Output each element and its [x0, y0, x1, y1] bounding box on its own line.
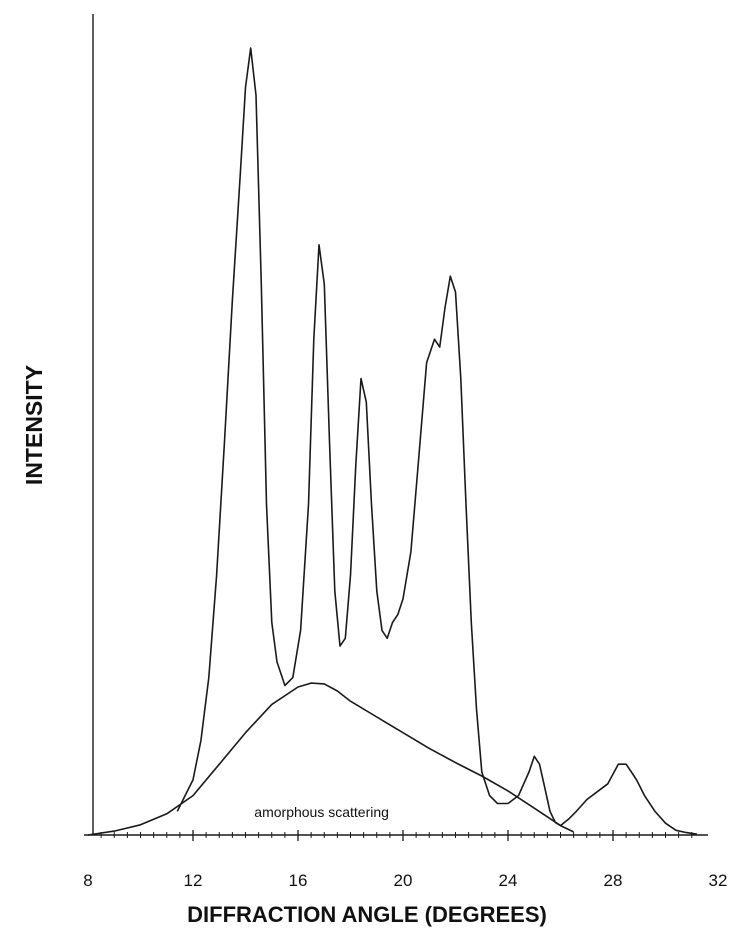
- x-tick-labels: 8 12 16 20 24 28 32: [83, 871, 727, 890]
- x-tick-label: 24: [499, 871, 518, 890]
- x-tick-label: 32: [709, 871, 728, 890]
- axes: [84, 14, 708, 836]
- x-tick-label: 12: [184, 871, 203, 890]
- x-tick-label: 16: [289, 871, 308, 890]
- x-tick-label: 20: [394, 871, 413, 890]
- x-tick-label: 28: [604, 871, 623, 890]
- y-axis-title: INTENSITY: [21, 365, 47, 485]
- annotation-group: amorphous scattering: [254, 804, 389, 820]
- x-minor-ticks: [100, 832, 693, 838]
- annotation-label: amorphous scattering: [254, 804, 389, 820]
- x-axis-title: DIFFRACTION ANGLE (DEGREES): [187, 902, 547, 927]
- diffraction-curve: [176, 47, 698, 835]
- x-tick-label: 8: [83, 871, 92, 890]
- amorphous-curve: [87, 682, 574, 836]
- series-group: [87, 47, 698, 836]
- x-major-ticks: [192, 830, 614, 841]
